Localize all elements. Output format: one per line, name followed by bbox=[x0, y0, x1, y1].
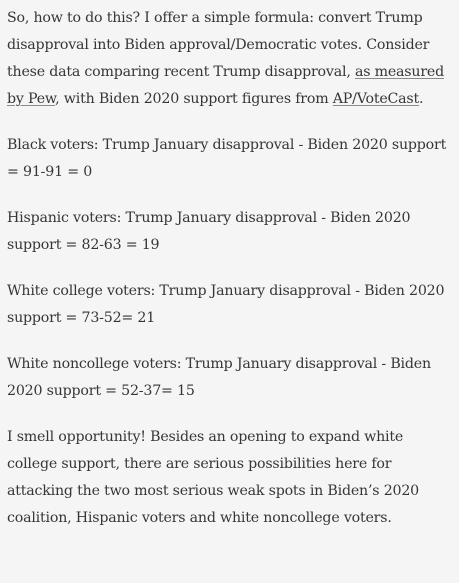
article-body: So, how to do this? I offer a simple for… bbox=[7, 5, 453, 526]
votecast-link[interactable]: AP/VoteCast bbox=[332, 91, 420, 107]
intro-paragraph: So, how to do this? I offer a simple for… bbox=[7, 5, 453, 113]
white-noncollege-voters-paragraph: White noncollege voters: Trump January d… bbox=[7, 356, 431, 399]
white-college-voters-paragraph: White college voters: Trump January disa… bbox=[7, 283, 445, 326]
black-voters-paragraph: Black voters: Trump January disapproval … bbox=[7, 137, 447, 180]
pew-link[interactable]: as measured by Pew bbox=[7, 64, 444, 107]
hispanic-voters-paragraph: Hispanic voters: Trump January disapprov… bbox=[7, 210, 411, 253]
intro-text-end: . bbox=[419, 91, 424, 107]
intro-text-middle: , with Biden 2020 support figures from bbox=[55, 91, 333, 107]
intro-text: So, how to do this? I offer a simple for… bbox=[7, 10, 430, 80]
closing-paragraph: I smell opportunity! Besides an opening … bbox=[7, 429, 419, 526]
